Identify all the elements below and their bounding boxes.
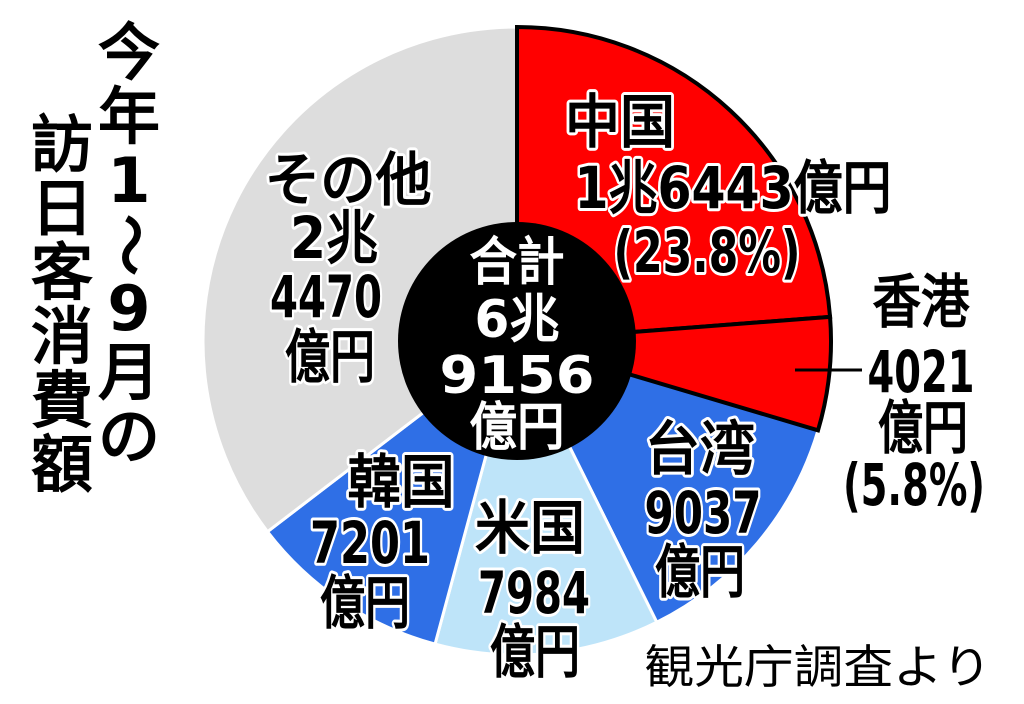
chart-title: 今年 1 ～ 9 月の 訪日客消費額 [0,0,170,520]
hong-kong-unit-label: 億円 [878,394,968,462]
other-value-label: 4470 [270,263,382,331]
korea-name-label: 韓国 [348,448,455,516]
other-labels: その他 2兆 4470 億円 [262,143,435,394]
title-character: 1 [107,144,151,217]
center-label-line: 6兆 [475,290,560,350]
title-character: 今 [97,16,160,89]
china-percent-label: (23.8%) [614,218,801,286]
center-label-line: 9156 [440,346,595,406]
hong-kong-percent-label: (5.8%) [843,451,985,519]
hong-kong-value-label: 4021 [868,338,975,406]
usa-unit-label: 億円 [490,618,580,686]
title-character: 費 [30,364,93,437]
center-label-line: 合計 [470,233,565,293]
china-name-label: 中国 [565,88,675,156]
usa-value-label: 7984 [478,559,590,627]
china-value-label: 1兆6443億円 [575,154,892,222]
title-character: 日 [30,172,93,245]
other-name-label: その他 [265,146,432,214]
center-disc [398,222,636,460]
other-value-label-trillion: 2兆 [290,204,378,272]
hong-kong-name-label: 香港 [873,268,971,336]
title-character: 月 [97,336,160,409]
title-character: 9 [107,272,151,345]
title-character: 訪 [30,108,93,181]
taiwan-name-label: 台湾 [645,415,755,483]
title-character: の [97,400,160,473]
hong-kong-labels: 香港 4021 億円 (5.8%) [840,265,988,522]
title-character: 客 [30,236,93,309]
korea-unit-label: 億円 [320,569,410,637]
source-note: 観光庁調査より [645,640,992,694]
usa-labels: 米国 7984 億円 [472,491,593,689]
title-character: ～ [93,213,166,276]
korea-value-label: 7201 [310,509,430,577]
title-character: 年 [97,80,160,153]
korea-labels: 韓国 7201 億円 [307,445,458,640]
title-character: 額 [30,428,93,501]
taiwan-labels: 台湾 9037 億円 [642,412,765,609]
title-character: 消 [30,300,93,373]
taiwan-unit-label: 億円 [655,538,745,606]
usa-name-label: 米国 [475,494,585,562]
china-labels: 中国 1兆6443億円 (23.8%) [562,85,895,289]
slice-other [201,25,519,534]
taiwan-value-label: 9037 [645,479,762,547]
slice-usa [433,339,659,657]
other-unit-label: 億円 [285,323,375,391]
center-label-line: 億円 [470,398,565,458]
center-total-label: 合計 6兆 9156 億円 [440,233,595,458]
